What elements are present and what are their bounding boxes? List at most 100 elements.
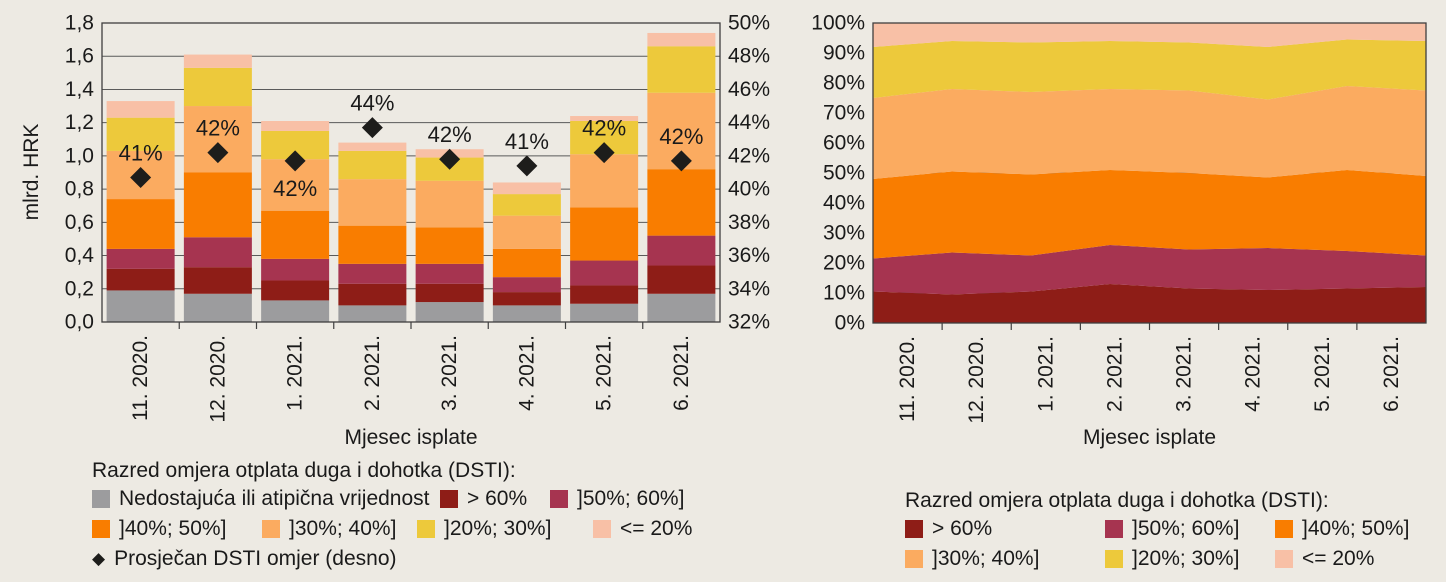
area-band bbox=[873, 245, 1426, 295]
x-axis-label: 12. 2020. bbox=[206, 335, 229, 423]
right-legend-row: ]30%; 40%]]20%; 30%] <= 20% bbox=[905, 544, 1409, 574]
right-axis-tick-label: 44% bbox=[728, 111, 770, 134]
bar-segment bbox=[570, 154, 639, 208]
x-axis-label: 6. 2021. bbox=[670, 335, 693, 411]
x-axis-label: 5. 2021. bbox=[1311, 336, 1334, 412]
bar-segment bbox=[415, 180, 484, 228]
legend-label: > 60% bbox=[932, 517, 993, 540]
left-y-axis-title: mlrd. HRK bbox=[20, 123, 43, 221]
legend-label: ]40%; 50%] bbox=[1302, 517, 1410, 540]
left-axis-tick-label: 0,8 bbox=[65, 178, 94, 201]
legend-swatch bbox=[440, 490, 458, 508]
bar-segment bbox=[183, 267, 252, 294]
legend-swatch bbox=[92, 490, 110, 508]
legend-swatch bbox=[92, 520, 110, 538]
right-axis-tick-label: 36% bbox=[728, 244, 770, 267]
bar-segment bbox=[492, 194, 561, 216]
diamond-value-label: 42% bbox=[582, 116, 626, 141]
legend-label: ]20%; 30%] bbox=[1132, 547, 1240, 570]
bar-segment bbox=[415, 283, 484, 303]
right-axis-tick-label: 42% bbox=[728, 144, 770, 167]
legend-swatch bbox=[593, 520, 611, 538]
left-legend-item: ◆ Prosječan DSTI omjer (desno) bbox=[92, 547, 397, 571]
right-legend-title: Razred omjera otplata duga i dohotka (DS… bbox=[905, 489, 1329, 512]
bar-segment bbox=[570, 116, 639, 122]
right-legend-item: ]30%; 40%] bbox=[905, 547, 1105, 571]
bar-segment bbox=[106, 290, 175, 322]
bar-segment bbox=[261, 258, 330, 281]
bar-segment bbox=[261, 121, 330, 131]
y-axis-tick-label: 90% bbox=[823, 42, 865, 65]
y-axis-tick-label: 0% bbox=[835, 312, 865, 335]
right-legend-item: ]50%; 60%] bbox=[1105, 517, 1275, 541]
diamond-value-label: 42% bbox=[428, 122, 472, 147]
x-axis-label: 4. 2021. bbox=[515, 335, 538, 411]
bar-segment bbox=[570, 285, 639, 304]
left-legend-row: Nedostajuća ili atipična vrijednost > 60%… bbox=[92, 484, 692, 514]
right-axis-tick-label: 32% bbox=[728, 311, 770, 334]
area-band bbox=[873, 284, 1426, 323]
left-legend-item: ]30%; 40%] bbox=[262, 517, 417, 541]
left-legend-item: Nedostajuća ili atipična vrijednost bbox=[92, 487, 440, 511]
y-axis-tick-label: 20% bbox=[823, 252, 865, 275]
right-axis-tick-label: 40% bbox=[728, 178, 770, 201]
bar-segment bbox=[492, 182, 561, 195]
right-legend: Razred omjera otplata duga i dohotka (DS… bbox=[905, 487, 1409, 574]
x-axis-label: 4. 2021. bbox=[1242, 336, 1265, 412]
x-axis-label: 6. 2021. bbox=[1380, 336, 1403, 412]
right-axis-tick-label: 50% bbox=[728, 12, 770, 35]
right-axis-tick-label: 46% bbox=[728, 78, 770, 101]
left-axis-tick-label: 0,4 bbox=[65, 244, 95, 267]
right-legend-row: > 60% ]50%; 60%] ]40%; 50%] bbox=[905, 514, 1409, 544]
left-x-axis-title: Mjesec isplate bbox=[344, 426, 478, 449]
left-axis-tick-label: 0,6 bbox=[65, 211, 94, 234]
diamond-marker bbox=[439, 148, 461, 170]
y-axis-tick-label: 50% bbox=[823, 162, 865, 185]
left-legend-item: ]50%; 60%] bbox=[550, 487, 684, 511]
left-legend-row: ◆ Prosječan DSTI omjer (desno) bbox=[92, 544, 692, 574]
left-axis-tick-label: 1,6 bbox=[65, 45, 94, 68]
legend-swatch bbox=[550, 490, 568, 508]
left-axis-tick-label: 0,0 bbox=[65, 311, 94, 334]
bar-segment bbox=[261, 210, 330, 259]
x-axis-label: 2. 2021. bbox=[361, 335, 384, 411]
bar-segment bbox=[106, 248, 175, 269]
diamond-marker bbox=[516, 155, 538, 177]
bar-segment bbox=[338, 150, 407, 180]
bar-segment bbox=[338, 225, 407, 264]
bar-segment bbox=[183, 54, 252, 68]
bar-segment bbox=[338, 142, 407, 151]
right-legend-item: ]40%; 50%] bbox=[1275, 517, 1409, 541]
left-legend-row: ]40%; 50%]]30%; 40%]]20%; 30%] <= 20% bbox=[92, 514, 692, 544]
diamond-marker-icon: ◆ bbox=[92, 549, 106, 568]
right-legend-rows: > 60% ]50%; 60%] ]40%; 50%] ]30%; 40%] ]20%;… bbox=[905, 514, 1409, 574]
right-axis-tick-label: 34% bbox=[728, 277, 770, 300]
bar-segment bbox=[106, 268, 175, 291]
bar-segment bbox=[492, 248, 561, 278]
y-axis-tick-label: 60% bbox=[823, 132, 865, 155]
diamond-value-label: 42% bbox=[196, 116, 240, 141]
left-axis-tick-label: 1,2 bbox=[65, 111, 94, 134]
bar-segment bbox=[492, 215, 561, 249]
legend-label: ]50%; 60%] bbox=[1132, 517, 1240, 540]
right-legend-item: > 60% bbox=[905, 517, 1105, 541]
diamond-marker bbox=[284, 150, 306, 172]
legend-label: ]30%; 40%] bbox=[932, 547, 1040, 570]
left-legend-item: ]20%; 30%] bbox=[417, 517, 593, 541]
bar-segment bbox=[106, 101, 175, 118]
area-band bbox=[873, 23, 1426, 47]
diamond-marker bbox=[670, 150, 692, 172]
bar-segment bbox=[647, 265, 716, 294]
legend-label: <= 20% bbox=[620, 517, 693, 540]
legend-label: Prosječan DSTI omjer (desno) bbox=[114, 547, 397, 570]
bar-segment bbox=[570, 260, 639, 286]
left-legend-item: ]40%; 50%] bbox=[92, 517, 262, 541]
right-axis-tick-label: 48% bbox=[728, 45, 770, 68]
legend-swatch bbox=[1105, 550, 1123, 568]
left-legend: Razred omjera otplata duga i dohotka (DS… bbox=[92, 457, 692, 574]
left-axis-tick-label: 1,0 bbox=[65, 144, 94, 167]
diamond-marker bbox=[361, 117, 383, 139]
right-chart: 0% 10% 20% 30% 40% 50% 60% 70% 80% 90% 100% 11. 202… bbox=[811, 12, 1427, 424]
